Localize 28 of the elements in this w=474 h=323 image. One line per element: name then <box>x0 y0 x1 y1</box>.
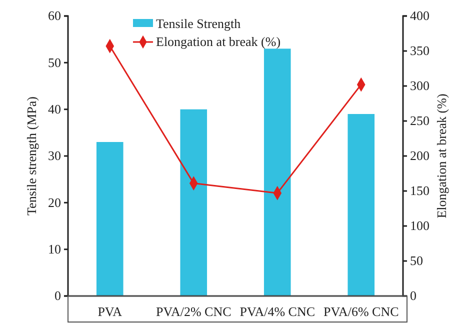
y-tick-label: 0 <box>54 288 61 304</box>
y-tick-label: 20 <box>48 194 61 210</box>
y2-tick-label: 250 <box>410 113 430 128</box>
y2-tick-label: 150 <box>410 183 430 198</box>
y2-tick-label: 350 <box>410 43 430 58</box>
x-tick-label: PVA <box>98 304 123 319</box>
y-tick-label: 40 <box>48 101 61 116</box>
y-tick-label: 10 <box>48 241 61 256</box>
y-axis-title: Tensile strength (MPa) <box>24 96 39 216</box>
y2-axis-title: Elongation at break (%) <box>434 94 449 218</box>
y2-tick-label: 200 <box>410 148 430 164</box>
y-tick-label: 60 <box>48 8 61 24</box>
x-tick-label: PVA/6% CNC <box>323 304 399 319</box>
y2-tick-label: 100 <box>410 218 430 234</box>
bar <box>180 109 208 296</box>
x-tick-label: PVA/2% CNC <box>156 304 232 319</box>
bar <box>264 48 291 296</box>
bar <box>348 114 375 296</box>
bar <box>96 142 124 296</box>
y2-tick-label: 0 <box>410 288 416 304</box>
legend-label: Tensile Strength <box>156 16 242 31</box>
y2-tick-label: 50 <box>410 253 423 268</box>
legend-label: Elongation at break (%) <box>156 34 281 49</box>
y2-tick-label: 400 <box>410 8 430 24</box>
y2-tick-label: 300 <box>410 78 430 94</box>
x-tick-label: PVA/4% CNC <box>240 304 316 319</box>
y-tick-label: 30 <box>48 148 61 164</box>
y-tick-label: 50 <box>48 54 61 70</box>
